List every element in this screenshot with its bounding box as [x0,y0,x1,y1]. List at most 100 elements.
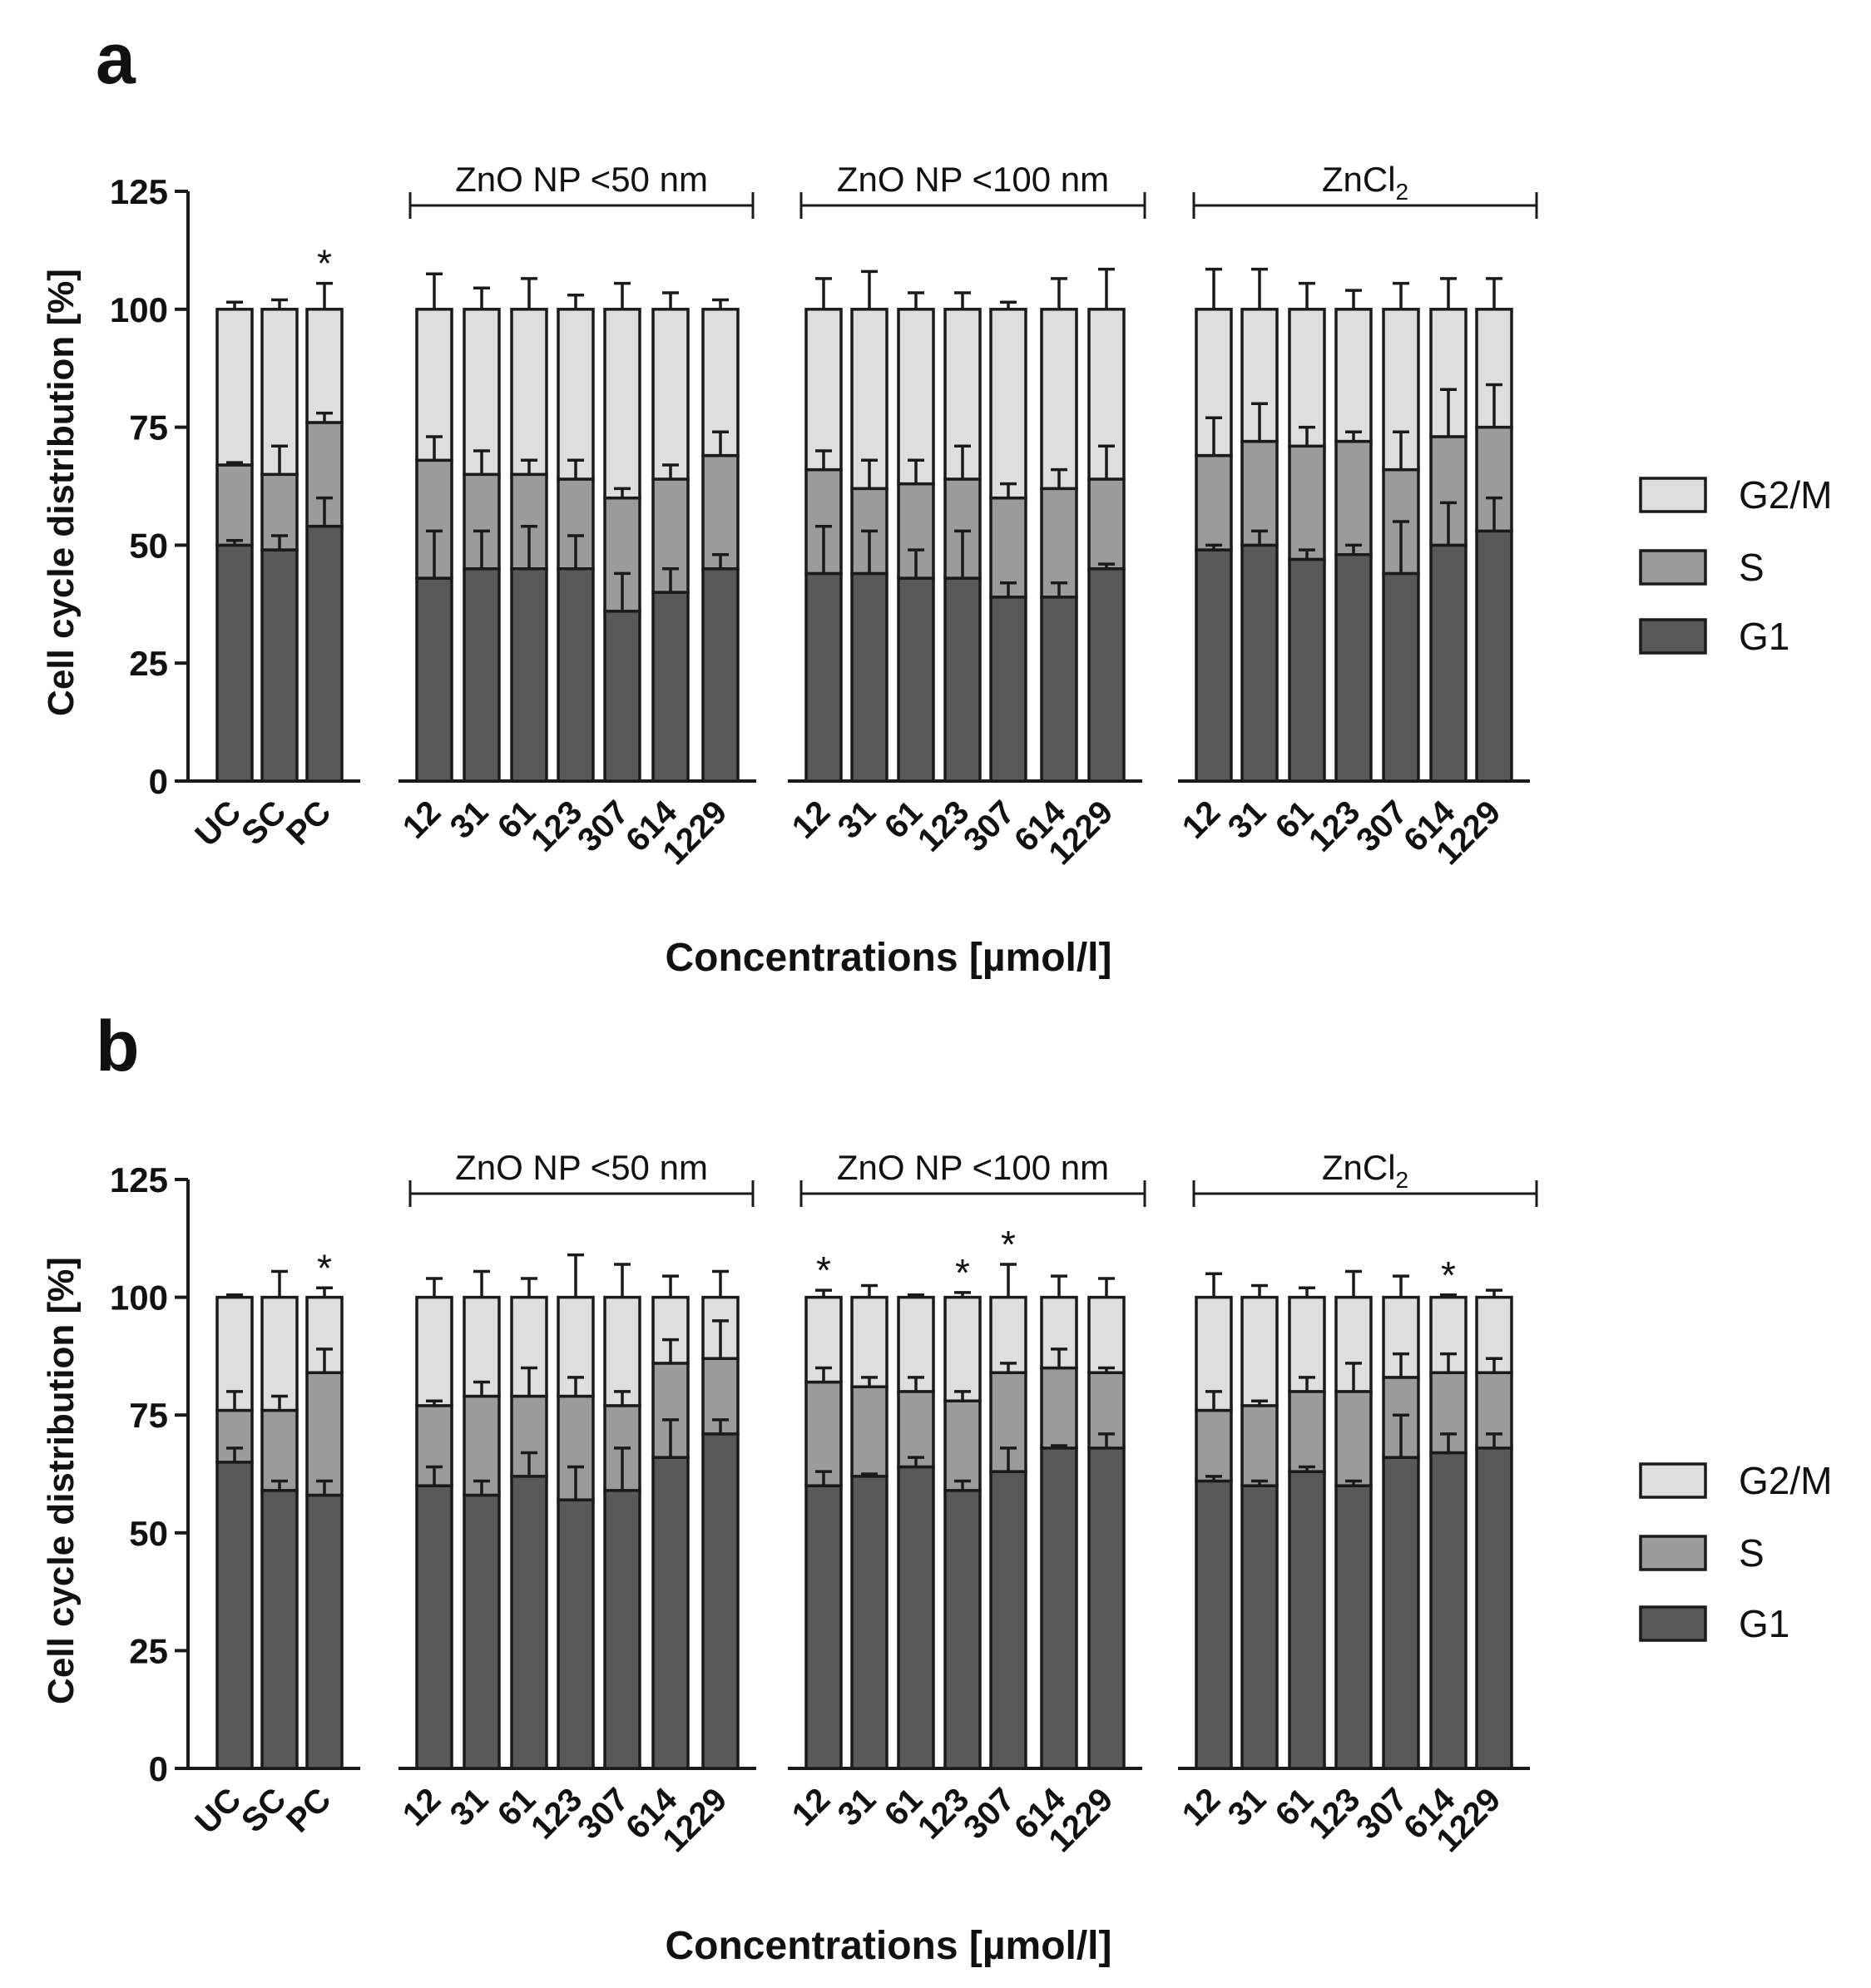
bar-segment-g1 [1334,552,1373,783]
bar-segment-g1 [510,1475,548,1770]
legend-swatch [1639,549,1707,586]
x-tick-label: 31 [1221,1781,1274,1833]
bar-segment-g1 [1040,596,1078,783]
bar-segment-g1 [1240,1484,1279,1770]
group-label-subscript: 2 [1396,179,1409,205]
bar-segment-g2m [557,308,595,481]
legend-label: G1 [1739,1602,1789,1645]
group-label-subscript: 2 [1396,1167,1409,1193]
bar-segment-s [463,1394,501,1497]
bar-segment-g1 [651,1456,690,1770]
panel-b: b Cell cycle distribution [%] Concentrat… [41,1006,1832,1968]
bar-segment-g1 [989,596,1027,783]
bar-segment-s [943,1399,982,1492]
panel-label: b [96,1006,140,1086]
legend-swatch [1639,477,1707,513]
y-tick-label: 25 [129,1631,168,1670]
bar-segment-g1 [1087,567,1126,783]
bar-segment-g1 [510,567,548,783]
bar-segment-g2m [215,308,254,467]
y-tick-label: 50 [129,526,168,565]
bar-segment-g1 [897,576,935,783]
bar-segment-s [510,1394,548,1478]
bar-segment-g1 [804,1484,843,1770]
bar-segment-s [1240,1404,1279,1487]
bar-segment-g1 [1240,543,1279,783]
y-tick-label: 0 [149,1749,168,1788]
bar-segment-s [1288,1390,1326,1473]
bar-segment-g1 [557,1498,595,1770]
bar-segment-g2m [989,308,1027,500]
bar-segment-g1 [651,591,690,783]
bar-segment-g1 [1040,1446,1078,1770]
bar-segment-g1 [415,576,453,783]
x-tick-label: 31 [443,794,496,846]
x-tick-label: 31 [443,1781,496,1833]
bar-segment-g1 [804,571,843,783]
bar-segment-g1 [260,1489,299,1770]
bar-segment-g1 [1382,1456,1420,1770]
bar-segment-g1 [989,1470,1027,1770]
x-tick-label: 12 [396,1781,448,1833]
group-label: ZnCl2 [1322,160,1408,205]
bar-segment-g1 [603,610,641,783]
x-tick-label: 307 [957,1781,1022,1846]
x-tick-label: 12 [785,1781,838,1833]
legend-swatch [1639,1535,1707,1571]
bar-segment-g2m [1040,308,1078,491]
legend-label: G1 [1739,615,1789,658]
x-tick-label: 31 [831,794,884,846]
bar-segment-g1 [557,567,595,783]
bar-segment-g2m [897,1295,935,1393]
legend-label: G2/M [1739,473,1832,517]
bar-segment-g1 [1195,1479,1233,1770]
x-tick-label: 31 [831,1781,884,1833]
bar-segment-g1 [463,1493,501,1770]
x-tick-label: 307 [957,794,1022,858]
bar-segment-g1 [850,571,888,783]
x-tick-label: 12 [785,794,838,846]
x-tick-label: PC [280,1781,338,1839]
bar-segment-g1 [1429,543,1468,783]
bar-segment-g2m [415,1295,453,1407]
y-tick-label: 100 [110,290,168,329]
legend-swatch [1639,618,1707,655]
bar-segment-g1 [1475,1446,1513,1770]
y-tick-label: 125 [110,172,168,211]
bar-segment-g2m [603,1295,641,1407]
bar-segment-g1 [897,1465,935,1770]
legend-label: S [1739,546,1765,589]
y-tick-label: 75 [129,408,168,448]
bar-segment-g2m [897,308,935,486]
bar-segment-s [305,1371,344,1497]
group-label: ZnO NP <50 nm [455,1148,708,1187]
bar-segment-s [897,1390,935,1469]
significance-mark: * [816,1249,831,1292]
bar-segment-g1 [1288,1470,1326,1770]
plot-area: 0 25 50 75 100 125 ZnO NP <50 nm ZnO NP <100 nm… [110,1148,1538,1859]
significance-mark: * [955,1251,970,1294]
bar-segment-g1 [1475,529,1513,783]
group-label: ZnCl2 [1322,1148,1408,1193]
significance-mark: * [1441,1254,1456,1297]
bar-segment-g1 [1334,1484,1373,1770]
bar-segment-g2m [463,308,501,477]
bar-segment-s [1040,487,1078,599]
bar-segment-g2m [989,1295,1027,1374]
bar-segment-g2m [1087,1295,1126,1374]
x-tick-label: PC [280,794,338,852]
bar-segment-g2m [510,308,548,477]
plot-area: 0 25 50 75 100 125 ZnO NP <50 nm ZnO NP <100 nm… [110,160,1538,872]
bar-segment-s [1087,477,1126,571]
bar-segment-g2m [1288,1295,1326,1393]
bar-segment-s [850,1385,888,1478]
x-tick-label: 12 [396,794,448,846]
y-tick-label: 50 [129,1514,168,1553]
bar-segment-s [260,1408,299,1492]
group-label: ZnO NP <100 nm [837,160,1109,199]
bar-segment-g1 [603,1489,641,1770]
significance-mark: * [317,242,332,285]
bar-segment-g2m [260,1295,299,1412]
legend-swatch [1639,1605,1707,1642]
